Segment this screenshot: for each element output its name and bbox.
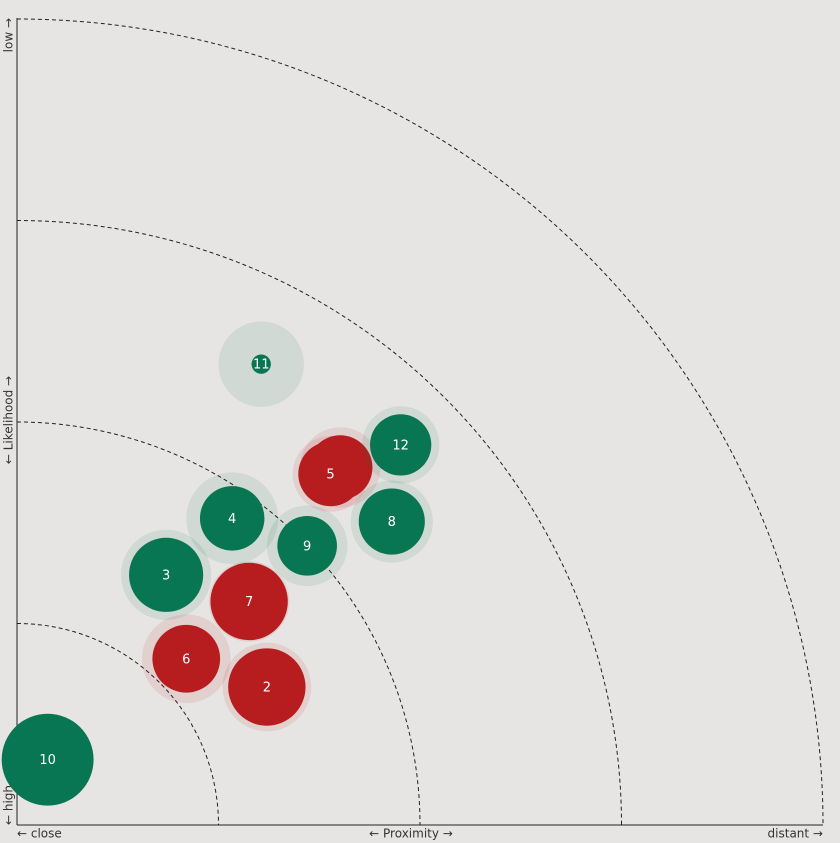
ring: [16, 18, 824, 826]
y-label-low: ← high: [2, 785, 16, 825]
bubble: [199, 486, 265, 551]
bubble: [251, 354, 271, 374]
bubble-label: 5: [326, 467, 334, 482]
bubble-label: 2: [263, 681, 271, 696]
x-label-high: distant →: [768, 827, 823, 841]
x-label: ← Proximity →: [369, 827, 453, 841]
bubble-label: 9: [303, 539, 311, 554]
bubble-label: 10: [39, 753, 56, 768]
bubble-label: 7: [245, 595, 253, 610]
y-label: ← Likelihood →: [2, 376, 16, 464]
bubble-label: 3: [162, 568, 170, 583]
bubble-label: 8: [388, 515, 396, 530]
bubble: [210, 562, 288, 641]
bubble: [370, 414, 432, 476]
bubble: [228, 648, 306, 726]
bubble-label: 6: [182, 652, 190, 667]
bubble-label: 11: [253, 358, 270, 373]
x-label-low: ← close: [17, 827, 62, 841]
bubble: [277, 515, 337, 576]
bubble: [358, 488, 425, 555]
bubble-label: 12: [392, 438, 409, 453]
bubble-label: 4: [228, 512, 236, 527]
bubble: [1, 713, 94, 806]
bubble: [152, 624, 221, 693]
bubble: [129, 537, 204, 612]
ring: [16, 623, 219, 826]
bubble: [298, 441, 363, 507]
y-label-high: low →: [2, 18, 16, 52]
